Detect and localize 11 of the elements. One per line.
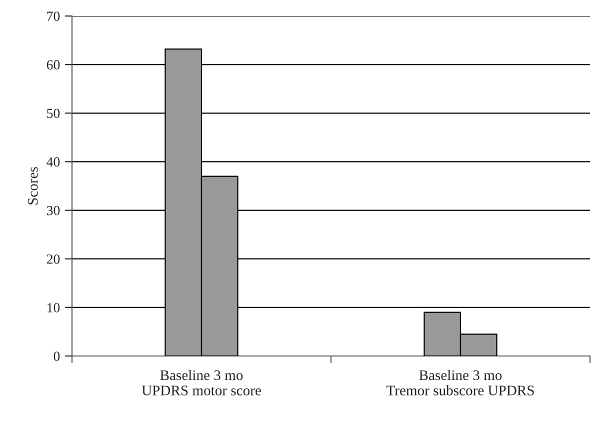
y-tick-label: 0: [54, 352, 60, 361]
y-tick-label: 20: [46, 254, 60, 264]
y-tick-label: 40: [46, 157, 60, 167]
y-axis-title: Scores: [28, 167, 38, 204]
x-tick-label: Baseline 3 mo UPDRS motor score: [142, 370, 261, 396]
x-tick-label: Baseline 3 mo Tremor subscore UPDRS: [386, 370, 534, 396]
y-tick-label: 30: [46, 206, 60, 216]
y-tick-label: 50: [47, 108, 60, 118]
y-tick-label: 10: [48, 303, 60, 312]
y-tick-label: 70: [47, 12, 60, 21]
y-tick-label: 60: [46, 60, 60, 70]
